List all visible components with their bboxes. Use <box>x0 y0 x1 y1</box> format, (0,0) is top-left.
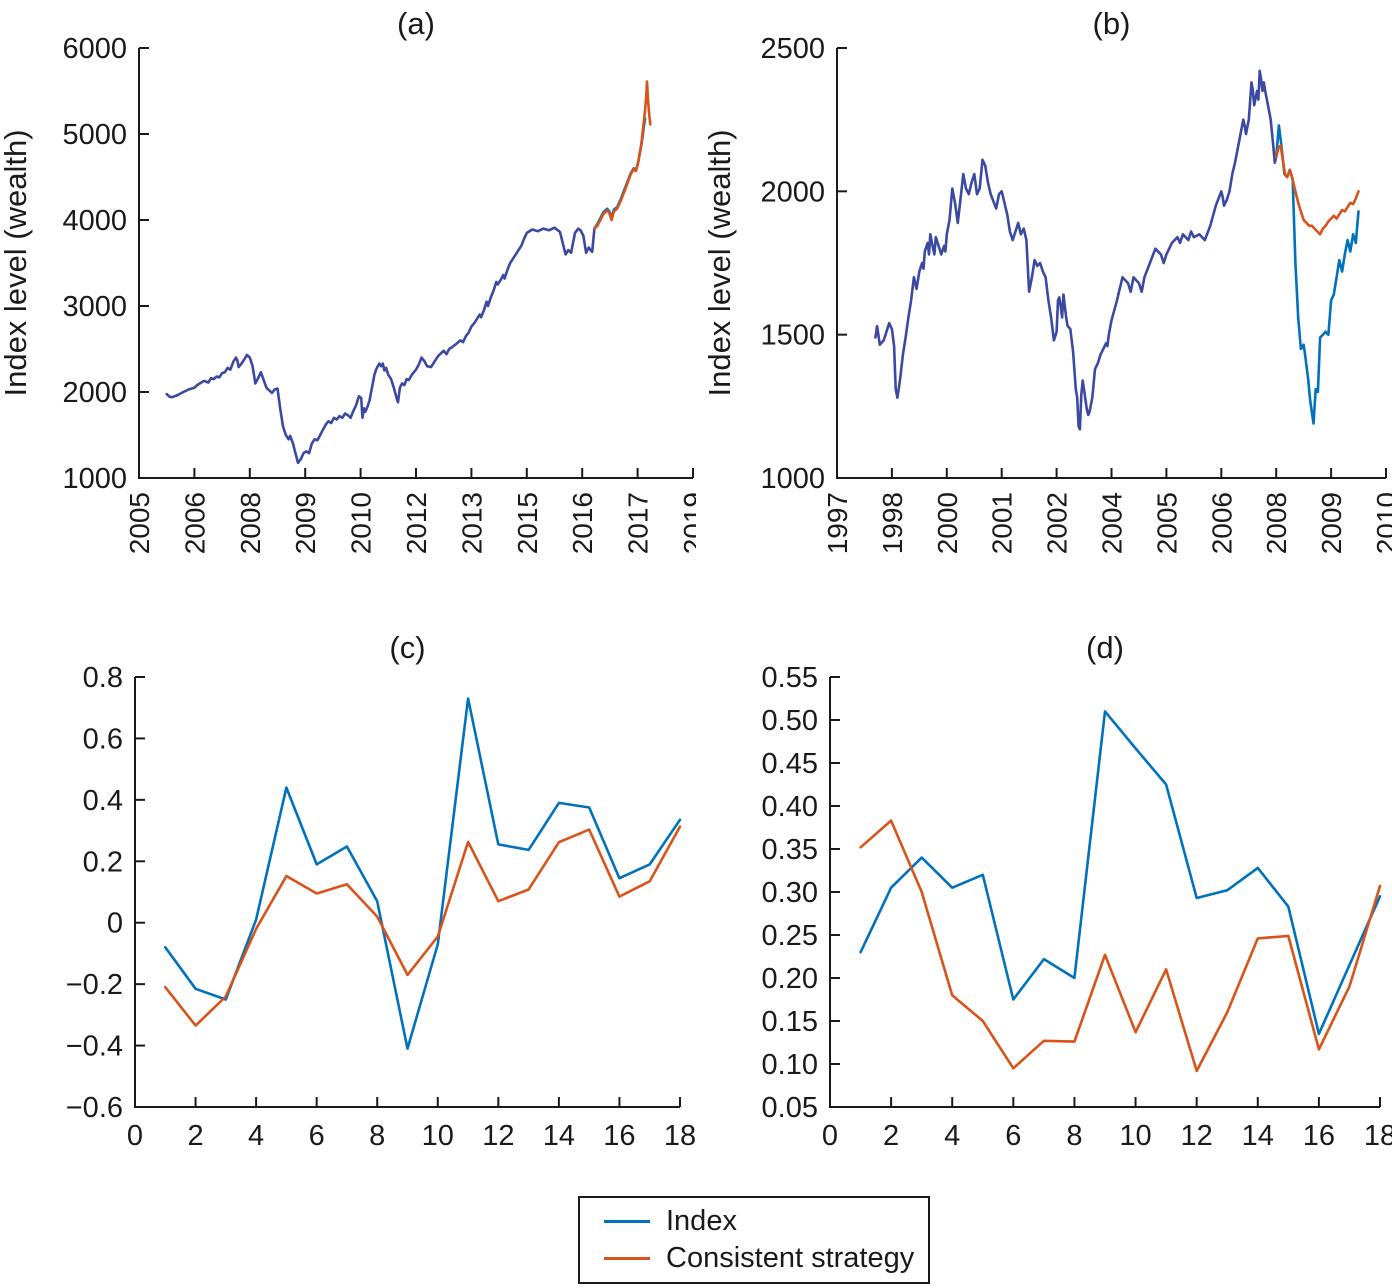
y-tick-label: 0.05 <box>762 1092 818 1124</box>
y-tick-label: 1500 <box>760 320 825 352</box>
y-tick-label: 0.8 <box>83 662 123 694</box>
x-tick-label: 4 <box>248 1120 264 1152</box>
y-tick-label: 0.45 <box>762 748 818 780</box>
x-tick-label: 2009 <box>1316 492 1347 554</box>
x-tick-label: 2001 <box>987 492 1018 554</box>
x-tick-label: 12 <box>1181 1120 1213 1152</box>
chart-title: (b) <box>1093 6 1131 41</box>
legend-label-index: Index <box>666 1205 737 1237</box>
legend-label-consistent-strategy: Consistent strategy <box>666 1242 915 1274</box>
y-tick-label: 1000 <box>760 463 825 495</box>
legend-item-index: Index <box>604 1207 928 1236</box>
y-axis-label: Index level (wealth) <box>702 129 737 396</box>
x-tick-label: 2019 <box>678 492 696 554</box>
chart-c: 0 2 4 6 8 10 12 14 16 18 −0.6 −0.4 −0.2 0 0.2 0.4 0.6 0.8… <box>66 630 696 1152</box>
y-tick-label: 6000 <box>62 33 127 65</box>
y-tick-label: 2500 <box>760 33 825 65</box>
x-tick-label: 1998 <box>877 492 908 554</box>
series-line-strategy_orange <box>1274 144 1360 236</box>
series-line-strategy_orange <box>859 819 1382 1073</box>
x-tick-label: 2017 <box>623 492 654 554</box>
y-tick-label: 0 <box>107 908 123 940</box>
y-tick-label: 0.25 <box>762 920 818 952</box>
x-tick-label: 2008 <box>1261 492 1292 554</box>
x-tick-label: 8 <box>369 1120 385 1152</box>
x-tick-label: 2009 <box>290 492 321 554</box>
x-tick-label: 12 <box>482 1120 514 1152</box>
y-tick-label: 2000 <box>760 176 825 208</box>
x-tick-label: 6 <box>1005 1120 1021 1152</box>
series-line-index_blue <box>859 710 1382 1036</box>
x-tick-label: 6 <box>309 1120 325 1152</box>
x-tick-label: 2006 <box>1206 492 1237 554</box>
legend: Index Consistent strategy <box>578 1196 930 1284</box>
y-tick-label: 0.15 <box>762 1006 818 1038</box>
x-tick-label: 2002 <box>1042 492 1073 554</box>
y-tick-label: 4000 <box>62 205 127 237</box>
x-tick-label: 18 <box>1364 1120 1392 1152</box>
y-tick-label: −0.2 <box>66 969 123 1001</box>
x-tick-label: 14 <box>1242 1120 1274 1152</box>
y-tick-label: 1000 <box>62 463 127 495</box>
x-tick-label: 10 <box>422 1120 454 1152</box>
x-tick-label: 2015 <box>512 492 543 554</box>
chart-title: (c) <box>389 630 425 665</box>
chart-title: (a) <box>397 6 435 41</box>
y-tick-label: 0.2 <box>83 846 123 878</box>
x-tick-label: 2008 <box>235 492 266 554</box>
y-tick-label: 0.30 <box>762 877 818 909</box>
y-tick-label: 0.50 <box>762 705 818 737</box>
y-tick-label: 0.40 <box>762 791 818 823</box>
series-line-strategy_orange <box>593 80 652 230</box>
y-tick-label: 0.4 <box>83 785 123 817</box>
y-tick-label: −0.6 <box>66 1092 123 1124</box>
y-tick-label: 0.10 <box>762 1049 818 1081</box>
x-tick-label: 2 <box>883 1120 899 1152</box>
x-tick-label: 2004 <box>1097 492 1128 554</box>
x-tick-label: 10 <box>1119 1120 1151 1152</box>
x-tick-label: 2000 <box>932 492 963 554</box>
x-tick-label: 16 <box>603 1120 635 1152</box>
series-line-history_navy <box>165 226 596 465</box>
x-tick-label: 2013 <box>456 492 487 554</box>
y-tick-label: 3000 <box>62 291 127 323</box>
y-tick-label: 0.20 <box>762 963 818 995</box>
x-tick-label: 8 <box>1066 1120 1082 1152</box>
x-tick-label: 0 <box>822 1120 838 1152</box>
y-tick-label: −0.4 <box>66 1031 123 1063</box>
y-tick-label: 2000 <box>62 377 127 409</box>
series-line-history_navy <box>874 69 1278 431</box>
x-tick-label: 2010 <box>346 492 377 554</box>
x-tick-label: 18 <box>664 1120 696 1152</box>
x-tick-label: 2005 <box>124 492 155 554</box>
x-tick-label: 2005 <box>1151 492 1182 554</box>
index-line-swatch <box>604 1220 650 1223</box>
chart-title: (d) <box>1086 630 1124 665</box>
y-tick-label: 5000 <box>62 119 127 151</box>
series-line-index_blue <box>164 697 682 1050</box>
chart-d: 0 2 4 6 8 10 12 14 16 18 0.05 0.10 0.15 0.20 0.25 0.30 0… <box>762 630 1392 1152</box>
x-tick-label: 4 <box>944 1120 960 1152</box>
x-tick-label: 1997 <box>822 492 853 554</box>
x-tick-label: 2016 <box>567 492 598 554</box>
series-line-strategy_orange <box>164 825 682 1027</box>
series-line-index_blue <box>593 117 647 230</box>
x-tick-label: 2 <box>187 1120 203 1152</box>
chart-b: 1997 1998 2000 2001 2002 2004 2005 2006 2008 2009… <box>702 6 1392 554</box>
x-tick-label: 2012 <box>401 492 432 554</box>
legend-item-consistent-strategy: Consistent strategy <box>604 1244 928 1273</box>
y-tick-label: 0.35 <box>762 834 818 866</box>
x-tick-label: 2006 <box>179 492 210 554</box>
y-tick-label: 0.55 <box>762 662 818 694</box>
y-tick-label: 0.6 <box>83 723 123 755</box>
x-tick-label: 2010 <box>1371 492 1392 554</box>
x-tick-label: 0 <box>127 1120 143 1152</box>
y-axis-label: Index level (wealth) <box>0 129 33 396</box>
consistent-strategy-line-swatch <box>604 1257 650 1260</box>
x-tick-label: 14 <box>543 1120 575 1152</box>
chart-a: 2005 2006 2008 2009 2010 2012 2013 2015 2016 2017… <box>0 6 696 554</box>
x-tick-label: 16 <box>1303 1120 1335 1152</box>
